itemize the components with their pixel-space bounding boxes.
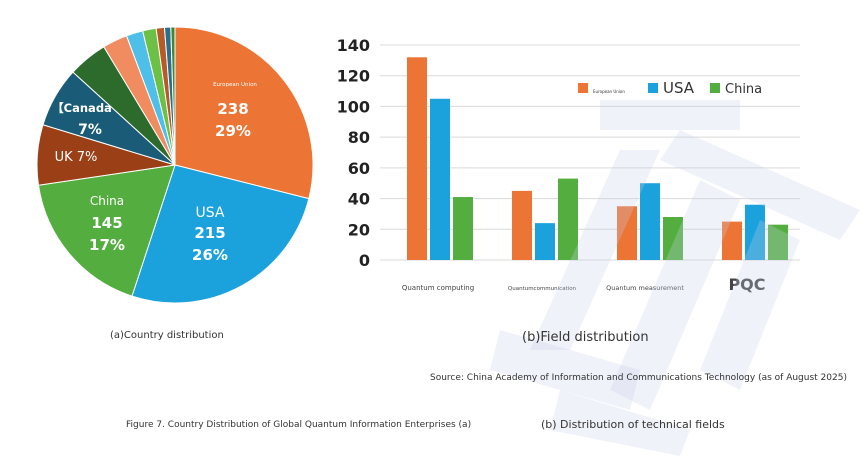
bar-usa-pqc	[745, 204, 765, 260]
pie-label-usa-value: 215	[194, 224, 225, 242]
pie-label-canada-percent: 7%	[78, 122, 102, 138]
figure-caption-right: (b) Distribution of technical fields	[541, 418, 725, 431]
legend-swatch-european-union	[578, 83, 588, 93]
y-tick-80: 80	[348, 128, 370, 147]
pie-label-china-value: 145	[91, 214, 122, 232]
bar-usa-quantum-measurement	[640, 183, 660, 260]
pie-label-eu-name: European Union	[213, 82, 257, 88]
pie-label-eu-value: 238	[217, 100, 248, 118]
bar-china-quantum-computing	[453, 197, 473, 260]
pie-caption: (a)Country distribution	[110, 330, 224, 341]
y-tick-0: 0	[359, 251, 370, 270]
pie-slice-china	[37, 164, 176, 297]
x-tick-quantum-measurement: Quantum measurement	[606, 284, 684, 292]
bar-china-pqc	[768, 224, 788, 260]
bar-caption: (b)Field distribution	[522, 330, 649, 345]
pie-label-eu-percent: 29%	[215, 122, 251, 140]
y-tick-40: 40	[348, 190, 370, 209]
pie-label-usa-percent: 26%	[192, 246, 228, 264]
y-tick-140: 140	[337, 36, 370, 55]
bar-legend: European Union USA China	[578, 79, 762, 97]
pie-slice-european-union	[174, 26, 314, 200]
source-note: Source: China Academy of Information and…	[430, 373, 847, 383]
legend-label-usa: USA	[663, 79, 695, 97]
pie-labels: European Union 238 29% USA 215 26% China…	[52, 82, 257, 264]
bar-china-quantum-measurement	[663, 217, 683, 260]
pie-label-china-percent: 17%	[89, 236, 125, 254]
pie-slices	[36, 26, 314, 304]
bar-x-tick-labels: Quantum computing Quantumcommunication Qua…	[402, 275, 766, 294]
pie-label-china-name: China	[90, 194, 124, 208]
country-pie-chart: European Union 238 29% USA 215 26% China…	[36, 26, 314, 304]
pie-label-canada-name: 【Canada	[52, 101, 112, 115]
pie-label-usa-name: USA	[196, 205, 225, 221]
pie-slice-other-11	[170, 26, 176, 166]
y-tick-20: 20	[348, 220, 370, 239]
x-tick-quantumcommunication: Quantumcommunication	[508, 286, 577, 292]
bar-european-union-quantum-measurement	[617, 206, 637, 260]
figure-caption-left: Figure 7. Country Distribution of Global…	[126, 420, 472, 430]
bar-usa-quantum-computing	[430, 98, 450, 260]
bar-european-union-pqc	[722, 221, 742, 260]
bar-usa-quantumcommunication	[535, 223, 555, 260]
bar-y-tick-labels: 0 20 40 60 80 100 120 140	[337, 36, 370, 270]
y-tick-100: 100	[337, 97, 370, 116]
y-tick-60: 60	[348, 159, 370, 178]
legend-swatch-usa	[648, 83, 658, 93]
legend-swatch-china	[710, 83, 720, 93]
x-tick-quantum-computing: Quantum computing	[402, 284, 474, 292]
y-tick-120: 120	[337, 67, 370, 86]
bar-european-union-quantumcommunication	[512, 190, 532, 260]
bar-european-union-quantum-computing	[407, 57, 427, 261]
x-tick-pqc: PQC	[728, 275, 765, 294]
legend-label-european-union: European Union	[593, 89, 625, 94]
pie-slice-usa	[131, 164, 310, 304]
bar-china-quantumcommunication	[558, 178, 578, 260]
bar-bars	[407, 57, 788, 261]
pie-label-uk: UK 7%	[55, 150, 98, 165]
legend-label-china: China	[725, 82, 762, 97]
